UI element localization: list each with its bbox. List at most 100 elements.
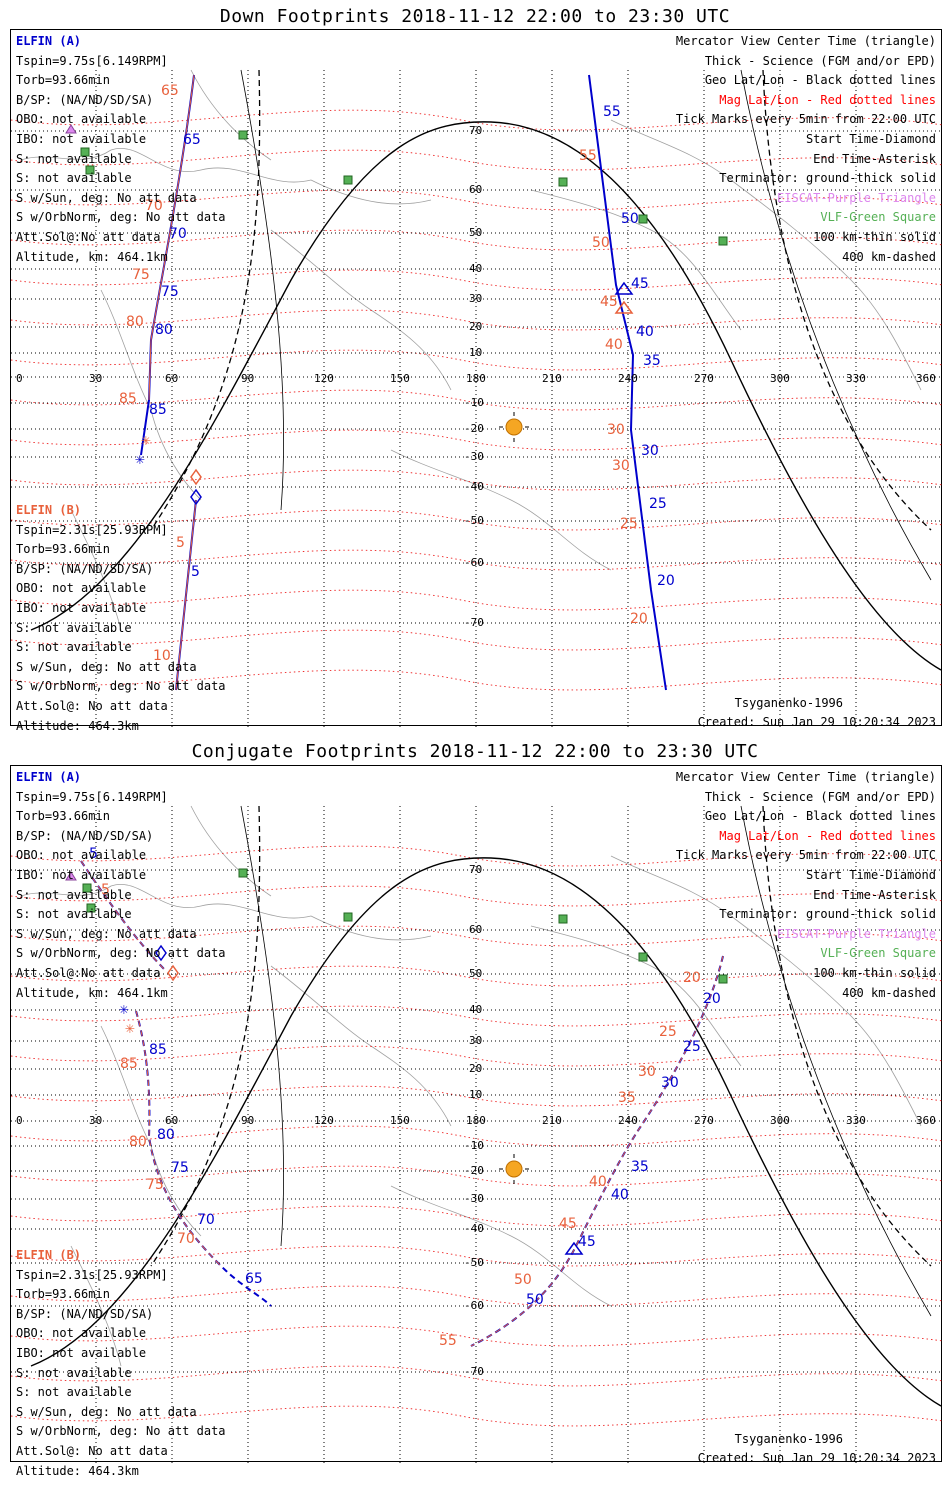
svg-text:75: 75 xyxy=(161,284,179,300)
svg-text:50: 50 xyxy=(469,226,482,239)
vlf-markers xyxy=(80,130,728,246)
svg-text:180: 180 xyxy=(466,372,486,385)
elfin-a-info: ELFIN (A) Tspin=9.75s[6.149RPM] Torb=93.6… xyxy=(16,770,226,1000)
svg-text:60: 60 xyxy=(469,183,482,196)
elfin-b-conj-track xyxy=(80,860,222,1267)
svg-text:30: 30 xyxy=(641,443,659,459)
svg-text:25: 25 xyxy=(659,1024,677,1040)
svg-text:50: 50 xyxy=(526,1292,544,1308)
terminator-line xyxy=(30,121,942,671)
lon-tick-labels: 0 30 60 90 120 150 180 210 240 270 300 330 360 xyxy=(16,1114,936,1127)
geo-grid xyxy=(11,806,943,1463)
svg-text:45: 45 xyxy=(600,294,618,310)
elfin-a-conj-track-2 xyxy=(470,955,724,1347)
svg-text:10: 10 xyxy=(469,346,482,359)
svg-text:✳: ✳ xyxy=(125,1018,135,1037)
svg-text:-10: -10 xyxy=(464,1139,484,1152)
sun-icon xyxy=(499,1154,529,1184)
svg-text:70: 70 xyxy=(197,1212,215,1228)
svg-text:70: 70 xyxy=(145,198,163,214)
svg-text:35: 35 xyxy=(643,353,661,369)
svg-text:20: 20 xyxy=(469,320,482,333)
svg-text:120: 120 xyxy=(314,1114,334,1127)
svg-text:20: 20 xyxy=(469,1062,482,1075)
eiscat-marker xyxy=(65,871,77,881)
svg-text:80: 80 xyxy=(126,314,144,330)
elfin-a-track-2 xyxy=(588,74,667,691)
svg-text:180: 180 xyxy=(466,1114,486,1127)
svg-text:20: 20 xyxy=(703,991,721,1007)
svg-text:45: 45 xyxy=(631,276,649,292)
svg-text:-50: -50 xyxy=(464,514,484,527)
svg-text:360: 360 xyxy=(916,1114,936,1127)
svg-text:40: 40 xyxy=(605,337,623,353)
svg-text:30: 30 xyxy=(469,292,482,305)
svg-text:10: 10 xyxy=(469,1088,482,1101)
svg-text:-40: -40 xyxy=(464,1222,484,1235)
svg-text:35: 35 xyxy=(618,1090,636,1106)
created-label: Created: Sun Jan 29 10:20:34 2023 xyxy=(697,1451,936,1465)
elfin-b-info: ELFIN (B) Tspin=2.31s[25.93RPM] Torb=93.6… xyxy=(16,503,226,733)
svg-text:75: 75 xyxy=(171,1160,189,1176)
svg-text:20: 20 xyxy=(630,611,648,627)
conjugate-map: ✳ ✳ 0 30 60 90 120 150 180 210 240 270 300 330 36… xyxy=(11,805,943,1463)
svg-text:90: 90 xyxy=(241,372,254,385)
terminator-100km xyxy=(240,805,932,1317)
svg-text:210: 210 xyxy=(542,1114,562,1127)
svg-text:30: 30 xyxy=(469,1034,482,1047)
svg-text:70: 70 xyxy=(469,124,482,137)
svg-text:60: 60 xyxy=(165,1114,178,1127)
svg-text:80: 80 xyxy=(157,1127,175,1143)
down-map: ✳ ✳ 0 30 60 90 120 150 180 210 240 270 300 330 36… xyxy=(11,69,943,727)
svg-text:90: 90 xyxy=(241,1114,254,1127)
model-label: Tsyganenko-1996 xyxy=(734,1432,843,1446)
terminator-line xyxy=(30,857,942,1407)
created-label: Created: Sun Jan 29 10:20:34 2023 xyxy=(697,715,936,729)
svg-text:120: 120 xyxy=(314,372,334,385)
svg-text:70: 70 xyxy=(169,226,187,242)
blue-tick-marks: 65 70 75 80 85 55 50 45 40 35 30 25 20 5 xyxy=(149,104,675,589)
geo-grid xyxy=(11,70,943,727)
elfin-b-conj-track-2 xyxy=(470,955,724,1347)
svg-text:60: 60 xyxy=(469,923,482,936)
legend: Mercator View Center Time (triangle) Thic… xyxy=(675,34,936,264)
svg-text:0: 0 xyxy=(16,1114,23,1127)
svg-text:360: 360 xyxy=(916,372,936,385)
svg-text:-50: -50 xyxy=(464,1256,484,1269)
panel-1-title: Down Footprints 2018-11-12 22:00 to 23:3… xyxy=(219,6,731,27)
svg-text:20: 20 xyxy=(683,970,701,986)
svg-text:20: 20 xyxy=(657,573,675,589)
svg-text:10: 10 xyxy=(153,648,171,664)
svg-text:300: 300 xyxy=(770,1114,790,1127)
svg-text:-30: -30 xyxy=(464,1192,484,1205)
svg-text:30: 30 xyxy=(661,1075,679,1091)
svg-text:270: 270 xyxy=(694,1114,714,1127)
svg-text:25: 25 xyxy=(620,516,638,532)
svg-text:60: 60 xyxy=(165,372,178,385)
svg-text:40: 40 xyxy=(589,1174,607,1190)
svg-text:55: 55 xyxy=(579,148,597,164)
svg-text:30: 30 xyxy=(638,1064,656,1080)
svg-text:-70: -70 xyxy=(464,616,484,629)
svg-text:50: 50 xyxy=(621,211,639,227)
svg-text:75: 75 xyxy=(132,267,150,283)
svg-text:330: 330 xyxy=(846,1114,866,1127)
svg-text:40: 40 xyxy=(636,324,654,340)
svg-text:80: 80 xyxy=(129,1134,147,1150)
elfin-a-info: ELFIN (A) Tspin=9.75s[6.149RPM] Torb=93.6… xyxy=(16,34,226,264)
svg-text:-30: -30 xyxy=(464,450,484,463)
svg-text:210: 210 xyxy=(542,372,562,385)
svg-text:85: 85 xyxy=(149,402,167,418)
lon-tick-labels: 0 30 60 90 120 150 180 210 240 270 300 330 360 xyxy=(16,372,936,385)
svg-text:65: 65 xyxy=(183,132,201,148)
terminator-400km xyxy=(150,805,932,1267)
svg-text:30: 30 xyxy=(607,422,625,438)
svg-text:85: 85 xyxy=(149,1042,167,1058)
svg-text:270: 270 xyxy=(694,372,714,385)
svg-text:-60: -60 xyxy=(464,556,484,569)
svg-text:40: 40 xyxy=(469,262,482,275)
svg-text:0: 0 xyxy=(16,372,23,385)
svg-text:-60: -60 xyxy=(464,1299,484,1312)
